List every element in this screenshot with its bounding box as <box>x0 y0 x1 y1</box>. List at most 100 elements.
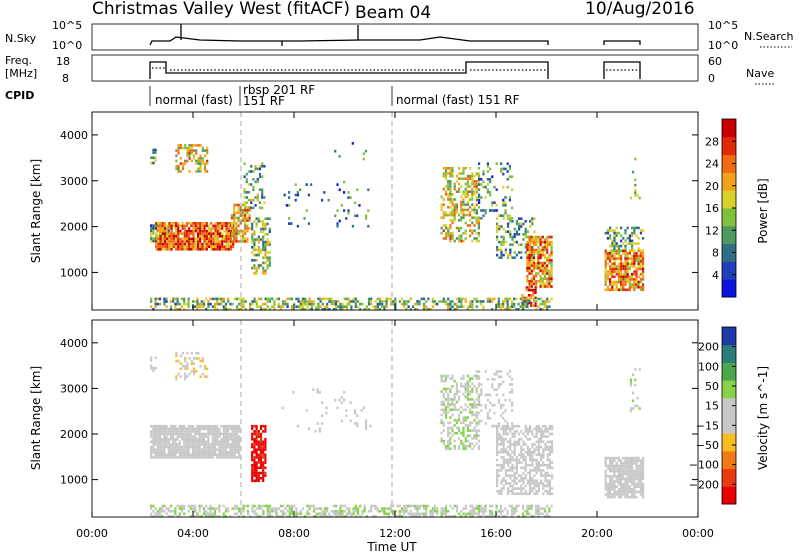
power-cell <box>157 235 160 238</box>
velocity-cell <box>195 357 198 360</box>
power-cell <box>515 230 518 233</box>
velocity-cell <box>158 453 162 457</box>
velocity-cell <box>469 442 472 445</box>
velocity-cell <box>502 445 505 449</box>
velocity-cell <box>200 448 203 451</box>
power-cell <box>509 253 512 257</box>
power-cell <box>537 248 540 252</box>
velocity-cell <box>163 450 166 454</box>
power-cell <box>168 237 171 241</box>
velocity-cell <box>609 493 612 496</box>
power-cell <box>307 222 310 225</box>
velocity-echo-region <box>475 370 514 428</box>
power-cell <box>323 191 326 194</box>
velocity-cell <box>231 424 234 428</box>
power-cell <box>172 235 175 238</box>
velocity-cell <box>615 485 618 488</box>
power-cell <box>347 191 350 194</box>
velocity-cell <box>639 488 642 491</box>
power-cell <box>256 193 259 197</box>
power-cell <box>166 224 169 228</box>
power-cell <box>319 300 322 303</box>
velocity-cell <box>633 485 636 488</box>
velocity-cell <box>455 507 459 510</box>
power-cell <box>381 302 384 306</box>
velocity-cell <box>191 427 195 431</box>
velocity-cell <box>513 440 516 444</box>
power-cell <box>502 235 505 239</box>
power-cell <box>367 300 371 303</box>
power-cell <box>504 300 507 303</box>
power-cell <box>341 308 344 311</box>
power-cell <box>628 285 631 289</box>
power-cell <box>194 224 197 228</box>
power-cell <box>337 305 340 308</box>
power-cell <box>227 235 230 238</box>
velocity-cell <box>271 509 274 513</box>
power-cell <box>185 248 189 251</box>
velocity-cell <box>216 430 219 433</box>
power-cell <box>150 239 153 243</box>
velocity-cell <box>449 431 452 435</box>
velocity-cell <box>186 367 189 371</box>
power-cell <box>466 203 469 206</box>
velocity-cell <box>277 515 280 518</box>
power-cell <box>152 229 155 233</box>
velocity-cell <box>158 456 162 459</box>
velocity-cell <box>469 398 472 401</box>
velocity-cell <box>451 429 454 432</box>
power-cell <box>626 275 629 279</box>
velocity-cell <box>224 443 228 446</box>
velocity-cell <box>542 474 545 477</box>
power-cell <box>528 269 531 273</box>
velocity-cell <box>154 424 157 428</box>
velocity-cell <box>639 482 642 486</box>
power-cell <box>449 237 452 240</box>
power-cell <box>237 232 240 235</box>
velocity-cell <box>191 456 195 459</box>
velocity-cell <box>496 427 499 431</box>
power-cell <box>537 259 540 262</box>
velocity-cell <box>639 475 642 478</box>
velocity-cell <box>207 515 210 518</box>
velocity-cell <box>200 427 203 431</box>
velocity-cell <box>475 391 478 394</box>
velocity-cell <box>524 424 527 428</box>
velocity-cell <box>383 509 386 513</box>
power-cell <box>546 308 549 311</box>
power-cell <box>498 227 501 231</box>
power-cell <box>244 211 247 215</box>
power-cell <box>475 305 478 308</box>
power-cell <box>201 245 204 248</box>
velocity-cell <box>509 430 512 433</box>
velocity-cell <box>187 432 190 436</box>
velocity-cell <box>484 393 487 397</box>
velocity-cell <box>233 456 236 459</box>
velocity-cell <box>502 440 505 444</box>
power-cell <box>172 232 175 235</box>
power-cell <box>210 242 213 246</box>
power-cell <box>550 240 553 244</box>
power-cell <box>235 227 238 230</box>
velocity-cell <box>418 512 421 516</box>
velocity-cell <box>284 507 287 510</box>
velocity-cell <box>259 424 263 428</box>
velocity-cell <box>224 515 228 518</box>
velocity-cell <box>213 424 217 428</box>
power-cell <box>233 206 236 209</box>
power-cell <box>506 185 509 189</box>
power-cell <box>210 235 213 238</box>
power-cell <box>482 305 485 308</box>
power-cell <box>190 248 193 251</box>
velocity-cell <box>259 432 263 436</box>
power-cell <box>537 240 540 244</box>
velocity-cell <box>520 445 523 449</box>
velocity-cell <box>637 459 640 462</box>
velocity-cell <box>220 440 223 444</box>
velocity-cell <box>480 383 483 386</box>
velocity-cell <box>477 509 481 513</box>
power-cell <box>548 240 551 244</box>
power-cell <box>509 233 512 236</box>
power-cell <box>462 169 465 173</box>
power-cell <box>604 265 607 268</box>
